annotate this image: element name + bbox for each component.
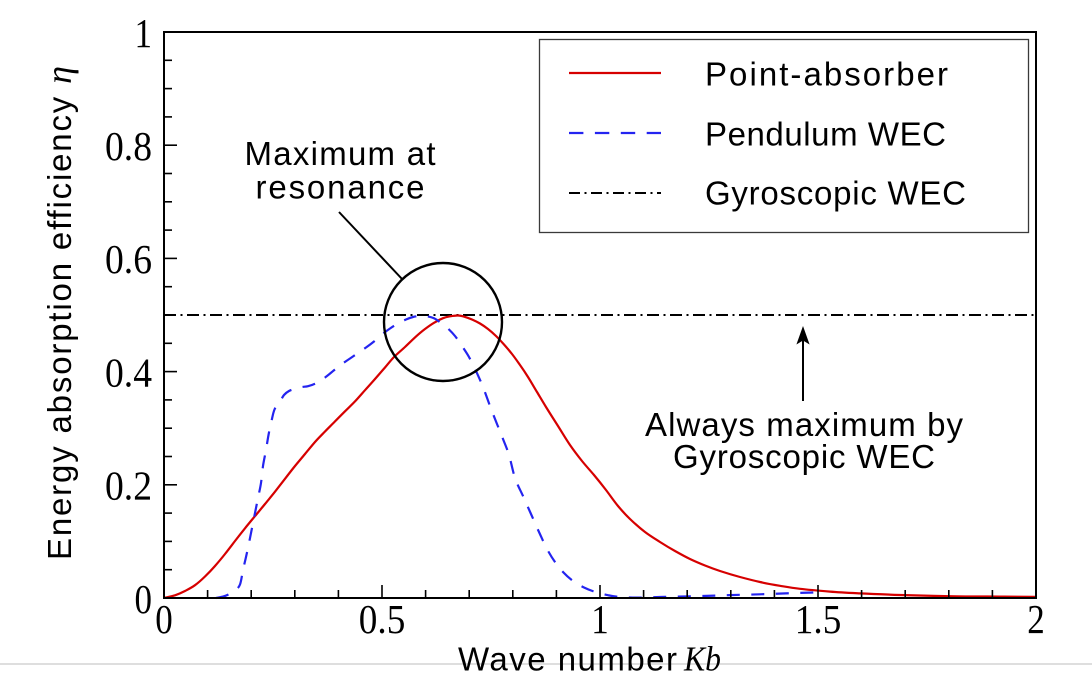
- svg-text:1.5: 1.5: [795, 596, 842, 642]
- svg-text:Maximum at: Maximum at: [245, 135, 436, 172]
- svg-text:1: 1: [135, 10, 153, 56]
- svg-text:resonance: resonance: [256, 169, 425, 206]
- svg-text:Gyroscopic WEC: Gyroscopic WEC: [673, 438, 935, 475]
- svg-text:Always maximum by: Always maximum by: [645, 406, 964, 443]
- svg-text:0.4: 0.4: [105, 349, 152, 395]
- svg-text:Pendulum WEC: Pendulum WEC: [705, 116, 946, 153]
- svg-text:Wave number: Wave number: [458, 641, 677, 678]
- svg-text:0.5: 0.5: [359, 596, 406, 642]
- svg-text:0.2: 0.2: [105, 463, 152, 509]
- svg-text:Gyroscopic WEC: Gyroscopic WEC: [705, 175, 966, 212]
- svg-text:2: 2: [1027, 596, 1045, 642]
- svg-text:0.8: 0.8: [105, 123, 152, 169]
- svg-text:Kb: Kb: [683, 640, 721, 679]
- svg-text:0: 0: [135, 576, 153, 622]
- svg-text:Point-absorber: Point-absorber: [705, 56, 948, 93]
- svg-text:Energy absorption efficiency η: Energy absorption efficiency η: [39, 66, 79, 560]
- svg-text:0.6: 0.6: [105, 236, 152, 282]
- svg-text:1: 1: [591, 596, 609, 642]
- svg-text:0: 0: [155, 596, 173, 642]
